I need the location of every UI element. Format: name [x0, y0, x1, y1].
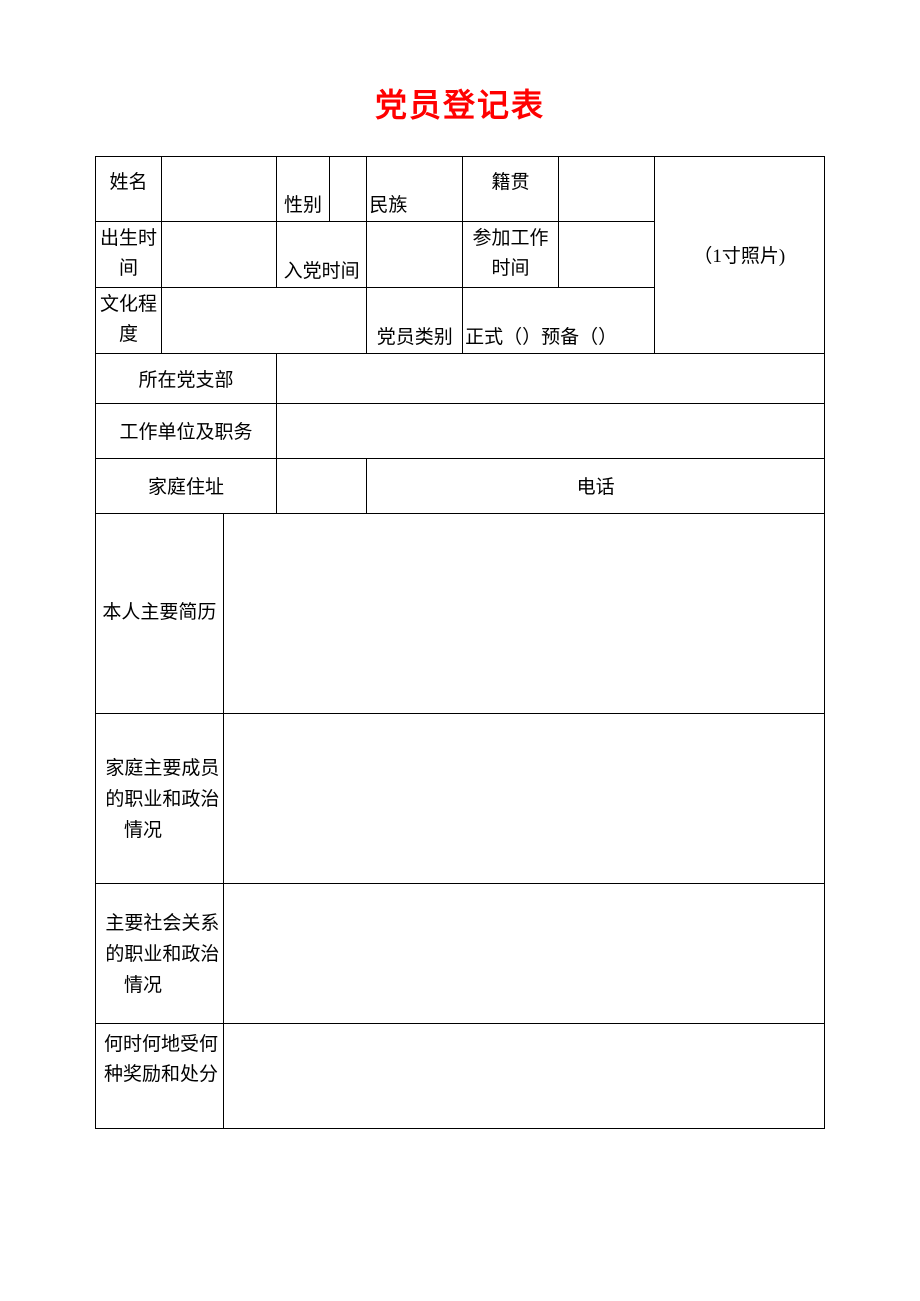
value-education[interactable] — [161, 287, 366, 353]
label-party-branch: 所在党支部 — [96, 353, 277, 403]
label-ethnicity: 民族 — [367, 157, 463, 222]
photo-box: （1寸照片) — [654, 157, 824, 354]
label-phone: 电话 — [367, 458, 825, 513]
value-social-relations[interactable] — [223, 883, 824, 1023]
value-birth-date[interactable] — [161, 222, 276, 288]
value-awards[interactable] — [223, 1023, 824, 1128]
value-work-start-date[interactable] — [558, 222, 654, 288]
label-family-members: 家庭主要成员的职业和政治 情况 — [96, 713, 224, 883]
label-member-type: 党员类别 — [367, 287, 463, 353]
registration-table: 姓名 性别 民族 籍贯 （1寸照片) 出生时间 入党时间 参加工作时间 文化程度… — [95, 156, 825, 1129]
label-education: 文化程度 — [96, 287, 162, 353]
label-resume: 本人主要简历 — [96, 513, 224, 713]
value-family-members[interactable] — [223, 713, 824, 883]
label-work-start-date: 参加工作时间 — [463, 222, 559, 288]
form-title: 党员登记表 — [95, 80, 825, 126]
label-gender: 性别 — [276, 157, 329, 222]
label-party-join-date: 入党时间 — [276, 222, 366, 288]
value-gender[interactable] — [330, 157, 367, 222]
label-social-relations: 主要社会关系的职业和政治 情况 — [96, 883, 224, 1023]
label-birth-date: 出生时间 — [96, 222, 162, 288]
value-home-address[interactable] — [276, 458, 366, 513]
label-home-address: 家庭住址 — [96, 458, 277, 513]
label-awards: 何时何地受何种奖励和处分 — [96, 1023, 224, 1128]
value-member-type[interactable]: 正式（）预备（） — [463, 287, 655, 353]
value-name[interactable] — [161, 157, 276, 222]
value-party-branch[interactable] — [276, 353, 824, 403]
label-native-place: 籍贯 — [463, 157, 559, 222]
value-work-unit[interactable] — [276, 403, 824, 458]
value-resume[interactable] — [223, 513, 824, 713]
value-party-join-date[interactable] — [367, 222, 463, 288]
label-work-unit: 工作单位及职务 — [96, 403, 277, 458]
label-name: 姓名 — [96, 157, 162, 222]
value-native-place[interactable] — [558, 157, 654, 222]
